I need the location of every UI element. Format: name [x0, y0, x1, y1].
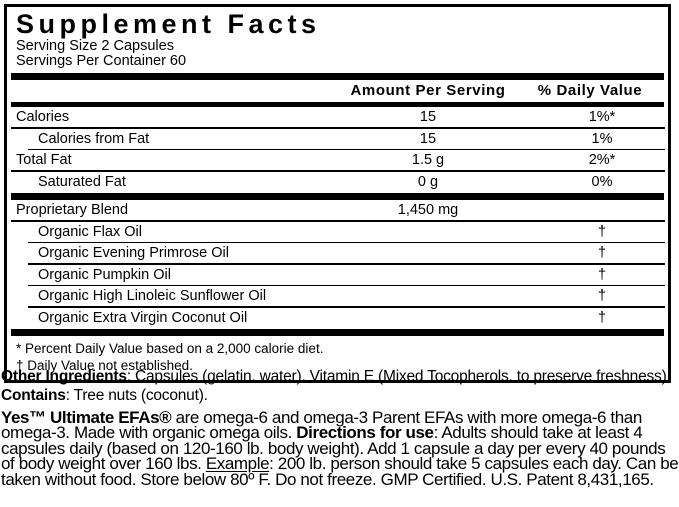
- divider-bar-header: [11, 102, 664, 107]
- contains-text: : Tree nuts (coconut).: [65, 386, 208, 404]
- panel-title: Supplement Facts: [16, 9, 321, 39]
- other-ingredients-text: : Capsules (gelatin, water), Vitamin E (…: [126, 368, 671, 385]
- daily-value-header: % Daily Value: [537, 82, 643, 99]
- nutrient-row: Proprietary Blend 1,450 mg: [11, 200, 665, 222]
- divider-bar-bottom: [11, 329, 664, 336]
- row-divider-line: [28, 241, 665, 243]
- daily-value: †: [597, 288, 607, 304]
- amount-value: 1,450 mg: [397, 202, 459, 218]
- nutrient-name: Organic Evening Primrose Oil: [38, 245, 229, 261]
- contains-label: Contains: [1, 386, 66, 404]
- nutrient-name: Proprietary Blend: [16, 202, 129, 218]
- amount-value: 15: [419, 109, 437, 125]
- column-header-row: Amount Per Serving % Daily Value: [14, 80, 661, 102]
- daily-value: 0%: [591, 173, 613, 190]
- amount-value: 1.5 g: [411, 152, 445, 168]
- footnotes: * Percent Daily Value based on a 2,000 c…: [16, 341, 661, 374]
- nutrient-row: Saturated Fat 0 g 0%: [14, 172, 661, 194]
- other-ingredients-paragraph: Other Ingredients: Capsules (gelatin, wa…: [1, 368, 679, 405]
- other-ingredients-label: Other Ingredients: [1, 368, 127, 385]
- daily-value: †: [597, 245, 607, 261]
- daily-value: †: [597, 223, 607, 240]
- nutrient-name: Organic Pumpkin Oil: [38, 266, 171, 283]
- amount-value: 15: [419, 130, 437, 147]
- nutrient-name: Saturated Fat: [38, 173, 126, 190]
- nutrient-name: Organic High Linoleic Sunflower Oil: [38, 288, 267, 304]
- nutrient-row: Organic Pumpkin Oil †: [14, 265, 665, 286]
- nutrient-row: Calories from Fat 15 1%: [14, 129, 665, 150]
- row-divider-line: [28, 284, 665, 286]
- row-divider-line: [28, 263, 665, 265]
- row-divider-line: [11, 127, 665, 129]
- servings-per-container: Servings Per Container 60: [16, 53, 187, 69]
- nutrient-row: Organic High Linoleic Sunflower Oil †: [14, 286, 665, 308]
- row-divider-line: [28, 306, 665, 308]
- nutrient-rows-section: Calories 15 1%* Calories from Fat 15 1% Total …: [11, 107, 665, 194]
- nutrient-name: Total Fat: [16, 152, 72, 168]
- footnote-line: * Percent Daily Value based on a 2,000 c…: [16, 341, 324, 356]
- nutrient-row: Calories 15 1%*: [11, 107, 665, 129]
- row-divider-line: [11, 170, 665, 172]
- nutrient-row: Organic Flax Oil †: [14, 222, 665, 243]
- daily-value: †: [597, 309, 607, 326]
- row-divider-line: [11, 220, 665, 222]
- description-paragraph: Yes™ Ultimate EFAs® are omega-6 and omeg…: [1, 408, 679, 489]
- divider-bar-mid: [11, 193, 664, 200]
- proprietary-blend-section: Proprietary Blend 1,450 mg Organic Flax Oi…: [11, 200, 665, 330]
- row-divider-line: [28, 148, 665, 150]
- description-text: are omega-6 and omega-3 Parent EFAs with…: [1, 408, 642, 443]
- nutrient-name: Calories from Fat: [38, 130, 150, 147]
- amount-value: 0 g: [417, 173, 439, 190]
- nutrient-row: Total Fat 1.5 g 2%*: [11, 150, 665, 172]
- description-underlined-text: Example: [205, 454, 270, 474]
- description-bold-text: Yes™ Ultimate EFAs®: [1, 408, 172, 427]
- description-bold-text: Directions for use: [296, 423, 434, 443]
- serving-size: Serving Size 2 Capsules: [16, 38, 174, 54]
- daily-value: 1%: [591, 130, 613, 147]
- description-text: : Adults should take at least 4 capsules…: [1, 423, 666, 474]
- nutrient-name: Organic Flax Oil: [38, 223, 142, 240]
- supplement-facts-panel: Supplement Facts Serving Size 2 Capsules…: [4, 4, 671, 383]
- amount-per-serving-header: Amount Per Serving: [350, 82, 506, 99]
- daily-value: 2%*: [588, 152, 616, 168]
- nutrient-name: Organic Extra Virgin Coconut Oil: [38, 309, 248, 326]
- nutrient-row: Organic Extra Virgin Coconut Oil †: [14, 308, 661, 330]
- nutrient-name: Calories: [16, 109, 70, 125]
- daily-value: 1%*: [588, 109, 616, 125]
- daily-value: †: [597, 266, 607, 283]
- nutrient-row: Organic Evening Primrose Oil †: [14, 243, 665, 265]
- description-text: : 200 lb. person should take 5 capsules …: [1, 454, 679, 489]
- footnote-line: † Daily Value not established.: [16, 357, 193, 373]
- divider-bar-top: [11, 73, 664, 80]
